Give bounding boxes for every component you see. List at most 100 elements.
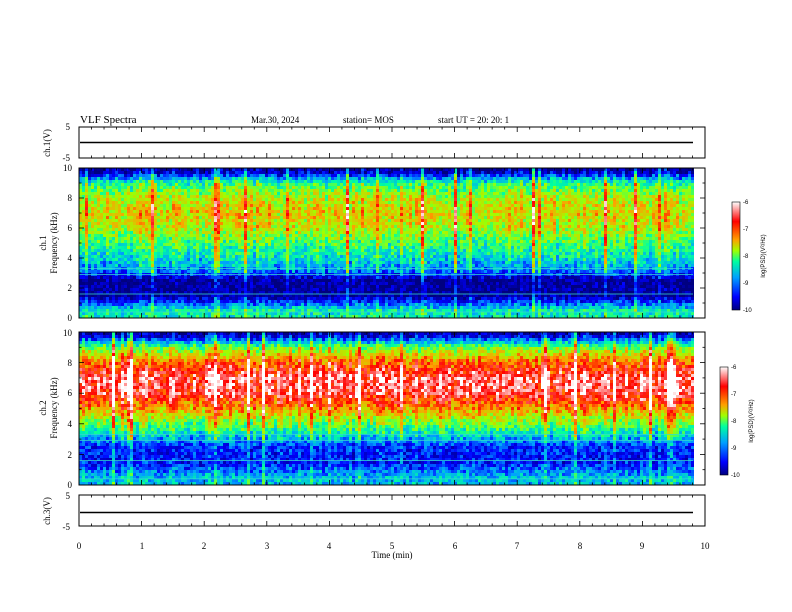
spectrogram-cell-ch1: [328, 228, 331, 231]
spectrogram-cell-ch1: [355, 198, 358, 201]
spectrogram-cell-ch1: [238, 183, 241, 186]
spectrogram-cell-ch1: [79, 198, 82, 201]
spectrogram-cell-ch1: [94, 183, 97, 186]
spectrogram-cell-ch1: [154, 264, 157, 267]
spectrogram-cell-ch1: [163, 225, 166, 228]
spectrogram-cell-ch1: [343, 309, 346, 312]
spectrogram-cell-ch1: [289, 294, 292, 297]
spectrogram-cell-ch1: [154, 309, 157, 312]
spectrogram-cell-ch1: [301, 183, 304, 186]
spectrogram-cell-ch1: [289, 309, 292, 312]
spectrogram-cell-ch1: [283, 291, 286, 294]
spectrogram-cell-ch1: [193, 297, 196, 300]
spectrogram-cell-ch1: [229, 288, 232, 291]
spectrogram-cell-ch1: [97, 303, 100, 306]
spectrogram-cell-ch1: [241, 234, 244, 237]
spectrogram-cell-ch1: [241, 255, 244, 258]
spectrogram-cell-ch1: [316, 243, 319, 246]
spectrogram-cell-ch1: [241, 210, 244, 213]
spectrogram-cell-ch1: [235, 285, 238, 288]
spectrogram-cell-ch1: [370, 174, 373, 177]
spectrogram-cell-ch1: [364, 309, 367, 312]
spectrogram-cell-ch1: [256, 231, 259, 234]
spectrogram-cell-ch1: [79, 186, 82, 189]
spectrogram-cell-ch1: [112, 303, 115, 306]
spectrogram-cell-ch1: [97, 219, 100, 222]
spectrogram-cell-ch1: [370, 204, 373, 207]
spectrogram-cell-ch1: [130, 237, 133, 240]
spectrogram-cell-ch1: [292, 276, 295, 279]
spectrogram-cell-ch1: [211, 303, 214, 306]
spectrogram-cell-ch1: [88, 258, 91, 261]
spectrogram-cell-ch1: [211, 309, 214, 312]
spectrogram-cell-ch1: [79, 225, 82, 228]
spectrogram-cell-ch1: [85, 288, 88, 291]
spectrogram-cell-ch1: [325, 234, 328, 237]
spectrogram-cell-ch1: [340, 231, 343, 234]
spectrogram-cell-ch1: [163, 207, 166, 210]
spectrogram-cell-ch1: [370, 300, 373, 303]
spectrogram-cell-ch1: [349, 249, 352, 252]
spectrogram-cell-ch1: [313, 243, 316, 246]
spectrogram-cell-ch1: [193, 309, 196, 312]
spectrogram-cell-ch1: [199, 285, 202, 288]
spectrogram-cell-ch1: [247, 240, 250, 243]
spectrogram-cell-ch1: [265, 288, 268, 291]
spectrogram-cell-ch1: [256, 204, 259, 207]
spectrogram-cell-ch1: [364, 240, 367, 243]
spectrogram-cell-ch1: [160, 186, 163, 189]
spectrogram-cell-ch1: [361, 297, 364, 300]
spectrogram-cell-ch1: [235, 279, 238, 282]
spectrogram-cell-ch1: [124, 228, 127, 231]
spectrogram-cell-ch1: [139, 216, 142, 219]
spectrogram-cell-ch1: [367, 240, 370, 243]
spectrogram-cell-ch1: [85, 270, 88, 273]
spectrogram-cell-ch1: [181, 183, 184, 186]
spectrogram-cell-ch1: [121, 276, 124, 279]
spectrogram-cell-ch1: [160, 237, 163, 240]
spectrogram-cell-ch1: [175, 210, 178, 213]
spectrogram-cell-ch1: [256, 240, 259, 243]
spectrogram-cell-ch1: [115, 204, 118, 207]
spectrogram-cell-ch1: [139, 315, 142, 318]
spectrogram-cell-ch1: [232, 285, 235, 288]
spectrogram-cell-ch1: [259, 186, 262, 189]
spectrogram-cell-ch1: [112, 243, 115, 246]
spectrogram-cell-ch1: [235, 294, 238, 297]
spectrogram-cell-ch1: [196, 249, 199, 252]
spectrogram-cell-ch1: [205, 174, 208, 177]
spectrogram-cell-ch1: [199, 258, 202, 261]
spectrogram-cell-ch1: [187, 297, 190, 300]
spectrogram-cell-ch1: [109, 285, 112, 288]
spectrogram-cell-ch1: [82, 168, 85, 171]
spectrogram-cell-ch1: [343, 240, 346, 243]
spectrogram-cell-ch1: [196, 210, 199, 213]
spectrogram-cell-ch1: [292, 171, 295, 174]
spectrogram-cell-ch1: [286, 225, 289, 228]
spectrogram-cell-ch1: [175, 297, 178, 300]
spectrogram-cell-ch1: [205, 204, 208, 207]
spectrogram-cell-ch1: [340, 195, 343, 198]
spectrogram-cell-ch1: [130, 183, 133, 186]
spectrogram-cell-ch1: [136, 180, 139, 183]
spectrogram-cell-ch1: [328, 243, 331, 246]
spectrogram-cell-ch1: [100, 183, 103, 186]
spectrogram-cell-ch1: [82, 222, 85, 225]
spectrogram-cell-ch1: [268, 186, 271, 189]
spectrogram-cell-ch1: [133, 237, 136, 240]
spectrogram-cell-ch1: [85, 189, 88, 192]
spectrogram-cell-ch1: [319, 255, 322, 258]
spectrogram-cell-ch1: [259, 177, 262, 180]
spectrogram-cell-ch1: [112, 282, 115, 285]
spectrogram-cell-ch1: [190, 276, 193, 279]
spectrogram-cell-ch1: [94, 189, 97, 192]
spectrogram-cell-ch1: [274, 207, 277, 210]
spectrogram-cell-ch1: [187, 288, 190, 291]
spectrogram-cell-ch1: [211, 228, 214, 231]
spectrogram-cell-ch1: [238, 216, 241, 219]
spectrogram-cell-ch1: [265, 285, 268, 288]
spectrogram-cell-ch1: [175, 252, 178, 255]
spectrogram-cell-ch1: [175, 258, 178, 261]
spectrogram-cell-ch1: [256, 192, 259, 195]
spectrogram-cell-ch1: [214, 225, 217, 228]
